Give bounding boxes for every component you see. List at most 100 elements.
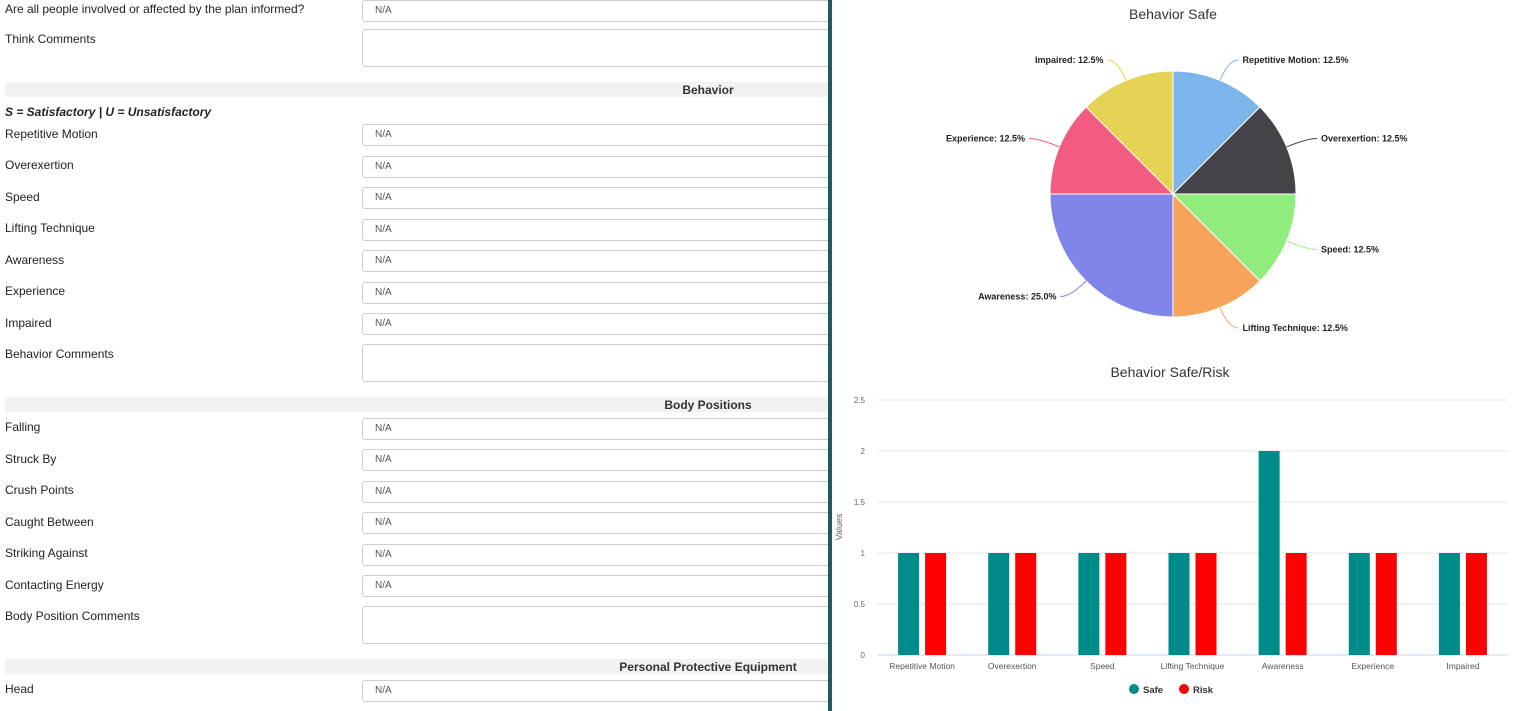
bar-risk-lifting-technique[interactable] bbox=[1195, 553, 1217, 655]
pie-label-lifting-technique: Lifting Technique: 12.5% bbox=[1242, 323, 1347, 333]
body-position-comments-label: Body Position Comments bbox=[5, 609, 140, 623]
pie-slice-impaired[interactable] bbox=[1085, 70, 1174, 196]
think-comments-label: Think Comments bbox=[5, 32, 96, 46]
bar-risk-overexertion[interactable] bbox=[1015, 553, 1037, 655]
bar-safe-awareness[interactable] bbox=[1258, 451, 1280, 655]
body-select-struck-by[interactable]: N/A bbox=[362, 449, 828, 471]
pie-slice-awareness[interactable] bbox=[1049, 193, 1174, 318]
behavior-label-awareness: Awareness bbox=[5, 253, 65, 267]
ppe-section-title: Personal Protective Equipment bbox=[619, 660, 797, 674]
behavior-label-speed: Speed bbox=[5, 190, 40, 204]
body-label-contacting-energy: Contacting Energy bbox=[5, 578, 104, 592]
behavior-label-experience: Experience bbox=[5, 284, 66, 298]
bar-x-tick-label-lifting-technique: Lifting Technique bbox=[1161, 661, 1225, 671]
behavior-label-repetitive-motion: Repetitive Motion bbox=[5, 127, 98, 141]
pie-slice-overexertion[interactable] bbox=[1171, 106, 1297, 195]
pie-label-overexertion: Overexertion: 12.5% bbox=[1321, 134, 1408, 144]
informed-select[interactable]: N/A bbox=[362, 0, 828, 22]
bar-chart-y-axis-label: Values bbox=[834, 513, 844, 540]
behavior-comments-label: Behavior Comments bbox=[5, 347, 114, 361]
body-label-caught-between: Caught Between bbox=[5, 515, 94, 529]
bar-x-tick-label-awareness: Awareness bbox=[1262, 661, 1304, 671]
chart-panel: Behavior Safe Repetitive Motion: 12.5% Ov… bbox=[832, 0, 1527, 711]
legend-marker-risk[interactable] bbox=[1179, 684, 1189, 694]
pie-connector-overexertion bbox=[1286, 138, 1317, 148]
bar-safe-speed[interactable] bbox=[1078, 553, 1100, 655]
ppe-section-header bbox=[5, 659, 828, 674]
behavior-scale-note: S = Satisfactory | U = Unsatisfactory bbox=[5, 105, 212, 119]
bar-y-tick-label: 0.5 bbox=[854, 600, 866, 609]
bar-x-tick-label-overexertion: Overexertion bbox=[988, 661, 1037, 671]
behavior-section-title: Behavior bbox=[682, 83, 734, 97]
pie-connector-lifting-technique bbox=[1219, 307, 1239, 329]
pie-label-repetitive-motion: Repetitive Motion: 12.5% bbox=[1242, 55, 1348, 65]
bar-risk-experience[interactable] bbox=[1375, 553, 1397, 655]
bar-safe-impaired[interactable] bbox=[1438, 553, 1460, 655]
think-comments-textarea[interactable] bbox=[362, 29, 828, 67]
pie-label-impaired: Impaired: 12.5% bbox=[1035, 55, 1104, 65]
body-positions-section-header bbox=[5, 397, 828, 412]
pie-slice-experience[interactable] bbox=[1049, 106, 1175, 195]
behavior-select-lifting-technique[interactable]: N/A bbox=[362, 219, 828, 241]
behavior-label-overexertion: Overexertion bbox=[5, 158, 74, 172]
behavior-label-impaired: Impaired bbox=[5, 316, 52, 330]
body-label-struck-by: Struck By bbox=[5, 452, 57, 466]
behavior-select-awareness[interactable]: N/A bbox=[362, 250, 828, 272]
bar-safe-repetitive-motion[interactable] bbox=[898, 553, 920, 655]
body-select-caught-between[interactable]: N/A bbox=[362, 512, 828, 534]
bar-y-tick-label: 2 bbox=[861, 447, 866, 456]
body-select-falling[interactable]: N/A bbox=[362, 418, 828, 440]
bar-chart-title: Behavior Safe/Risk bbox=[1110, 364, 1230, 380]
behavior-comments-textarea[interactable] bbox=[362, 344, 828, 382]
behavior-select-impaired[interactable]: N/A bbox=[362, 313, 828, 335]
legend-marker-safe[interactable] bbox=[1129, 684, 1139, 694]
bar-chart: Behavior Safe/Risk 0 0.5 1 1.5 2 2.5 Repetiti… bbox=[834, 364, 1508, 696]
pie-slice-lifting-technique[interactable] bbox=[1172, 192, 1261, 318]
pie-connector-experience bbox=[1029, 138, 1060, 148]
bar-y-tick-label: 2.5 bbox=[854, 396, 866, 405]
body-select-crush-points[interactable]: N/A bbox=[362, 481, 828, 503]
behavior-select-repetitive-motion[interactable]: N/A bbox=[362, 124, 828, 146]
behavior-select-experience[interactable]: N/A bbox=[362, 282, 828, 304]
bar-safe-lifting-technique[interactable] bbox=[1168, 553, 1190, 655]
pie-label-experience: Experience: 12.5% bbox=[946, 134, 1025, 144]
behavior-section-header bbox=[5, 82, 828, 97]
pie-chart: Behavior Safe Repetitive Motion: 12.5% Ov… bbox=[946, 6, 1408, 333]
pie-chart-title: Behavior Safe bbox=[1129, 6, 1217, 22]
bar-safe-experience[interactable] bbox=[1348, 553, 1370, 655]
pie-slice-repetitive-motion[interactable] bbox=[1172, 70, 1261, 196]
bar-y-tick-label: 1 bbox=[861, 549, 866, 558]
pie-connector-awareness bbox=[1060, 280, 1087, 298]
bar-x-tick-label-impaired: Impaired bbox=[1446, 661, 1479, 671]
bar-y-tick-label: 1.5 bbox=[854, 498, 866, 507]
body-label-striking-against: Striking Against bbox=[5, 546, 88, 560]
pie-label-speed: Speed: 12.5% bbox=[1321, 244, 1379, 254]
pie-connector-repetitive-motion bbox=[1219, 59, 1239, 81]
bar-x-tick-label-experience: Experience bbox=[1352, 661, 1395, 671]
bar-y-tick-label: 0 bbox=[861, 651, 866, 660]
body-label-falling: Falling bbox=[5, 420, 41, 434]
bar-risk-speed[interactable] bbox=[1105, 553, 1127, 655]
pie-label-awareness: Awareness: 25.0% bbox=[978, 292, 1056, 302]
bar-risk-repetitive-motion[interactable] bbox=[925, 553, 947, 655]
panel-divider bbox=[828, 0, 832, 711]
pie-connector-speed bbox=[1286, 240, 1317, 250]
bar-risk-awareness[interactable] bbox=[1285, 553, 1307, 655]
question-label-informed: Are all people involved or affected by t… bbox=[5, 2, 305, 16]
ppe-label-head: Head bbox=[5, 682, 34, 696]
behavior-select-speed[interactable]: N/A bbox=[362, 187, 828, 209]
body-position-comments-textarea[interactable] bbox=[362, 606, 828, 644]
behavior-select-overexertion[interactable]: N/A bbox=[362, 156, 828, 178]
bar-x-tick-label-speed: Speed bbox=[1090, 661, 1115, 671]
form-panel: Are all people involved or affected by t… bbox=[5, 0, 828, 702]
body-select-striking-against[interactable]: N/A bbox=[362, 544, 828, 566]
legend-label-risk[interactable]: Risk bbox=[1193, 685, 1214, 696]
legend-label-safe[interactable]: Safe bbox=[1143, 685, 1163, 696]
body-select-contacting-energy[interactable]: N/A bbox=[362, 575, 828, 597]
ppe-select-head[interactable]: N/A bbox=[362, 680, 828, 702]
body-label-crush-points: Crush Points bbox=[5, 483, 74, 497]
bar-safe-overexertion[interactable] bbox=[988, 553, 1010, 655]
bar-x-tick-label-repetitive-motion: Repetitive Motion bbox=[889, 661, 955, 671]
bar-risk-impaired[interactable] bbox=[1465, 553, 1487, 655]
pie-slice-speed[interactable] bbox=[1171, 193, 1297, 282]
